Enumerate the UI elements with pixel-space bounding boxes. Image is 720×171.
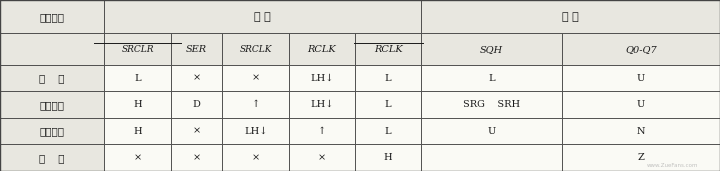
Bar bbox=[104, 144, 171, 171]
Text: LH↓: LH↓ bbox=[244, 127, 267, 136]
Bar bbox=[289, 33, 355, 65]
Text: U: U bbox=[487, 127, 495, 136]
Text: SQH: SQH bbox=[480, 45, 503, 54]
Bar bbox=[171, 91, 222, 118]
Bar bbox=[222, 65, 289, 91]
Text: 输 入: 输 入 bbox=[254, 12, 271, 22]
Bar bbox=[289, 65, 355, 91]
Bar bbox=[355, 65, 421, 91]
Text: H: H bbox=[133, 100, 142, 109]
Bar bbox=[421, 33, 562, 65]
Text: ↑: ↑ bbox=[251, 100, 260, 109]
Text: 工作状态: 工作状态 bbox=[40, 12, 65, 22]
Bar bbox=[222, 91, 289, 118]
Text: SER: SER bbox=[186, 45, 207, 54]
Bar bbox=[222, 33, 289, 65]
Text: L: L bbox=[384, 74, 392, 83]
Text: RCLK: RCLK bbox=[307, 45, 336, 54]
Text: 复    位: 复 位 bbox=[40, 73, 65, 83]
Text: 输 出: 输 出 bbox=[562, 12, 579, 22]
Text: H: H bbox=[133, 127, 142, 136]
Bar bbox=[421, 91, 562, 118]
Bar bbox=[355, 33, 421, 65]
Text: U: U bbox=[636, 74, 645, 83]
Bar bbox=[562, 118, 720, 144]
Bar bbox=[562, 33, 720, 65]
Text: ×: × bbox=[318, 153, 326, 162]
Text: 锁存输出: 锁存输出 bbox=[40, 126, 65, 136]
Text: SRCLK: SRCLK bbox=[239, 45, 272, 54]
Text: L: L bbox=[134, 74, 141, 83]
Text: ×: × bbox=[133, 153, 142, 162]
Text: H: H bbox=[384, 153, 392, 162]
Text: U: U bbox=[636, 100, 645, 109]
Bar bbox=[0, 65, 104, 91]
Bar bbox=[289, 144, 355, 171]
Text: Z: Z bbox=[637, 153, 644, 162]
Text: N: N bbox=[636, 127, 645, 136]
Bar bbox=[104, 65, 171, 91]
Text: 高    阻: 高 阻 bbox=[40, 153, 65, 163]
Bar bbox=[289, 91, 355, 118]
Text: Q0-Q7: Q0-Q7 bbox=[625, 45, 657, 54]
Bar bbox=[562, 144, 720, 171]
Bar bbox=[104, 91, 171, 118]
Bar bbox=[355, 118, 421, 144]
Bar bbox=[0, 0, 104, 33]
Bar bbox=[171, 144, 222, 171]
Bar bbox=[421, 65, 562, 91]
Text: ×: × bbox=[251, 153, 260, 162]
Text: www.ZueFans.com: www.ZueFans.com bbox=[647, 163, 698, 168]
Bar bbox=[222, 118, 289, 144]
Text: L: L bbox=[384, 100, 392, 109]
Bar bbox=[0, 144, 104, 171]
Bar bbox=[171, 65, 222, 91]
Bar bbox=[0, 33, 104, 65]
Text: ×: × bbox=[192, 127, 201, 136]
Bar bbox=[104, 0, 421, 33]
Bar bbox=[171, 118, 222, 144]
Bar bbox=[104, 118, 171, 144]
Bar bbox=[355, 91, 421, 118]
Text: LH↓: LH↓ bbox=[310, 100, 333, 109]
Text: 串行输入: 串行输入 bbox=[40, 100, 65, 110]
Bar bbox=[0, 118, 104, 144]
Bar bbox=[562, 91, 720, 118]
Text: ↑: ↑ bbox=[318, 127, 326, 136]
Text: L: L bbox=[384, 127, 392, 136]
Text: SRCLR: SRCLR bbox=[121, 45, 154, 54]
Text: ×: × bbox=[192, 153, 201, 162]
Bar bbox=[421, 144, 562, 171]
Text: LH↓: LH↓ bbox=[310, 74, 333, 83]
Text: SRG    SRH: SRG SRH bbox=[463, 100, 520, 109]
Bar bbox=[562, 65, 720, 91]
Bar bbox=[171, 33, 222, 65]
Text: L: L bbox=[488, 74, 495, 83]
Text: ×: × bbox=[192, 74, 201, 83]
Bar bbox=[289, 118, 355, 144]
Bar bbox=[222, 144, 289, 171]
Bar bbox=[0, 91, 104, 118]
Text: ×: × bbox=[251, 74, 260, 83]
Bar bbox=[355, 144, 421, 171]
Bar bbox=[104, 33, 171, 65]
Bar bbox=[421, 0, 720, 33]
Text: RCLK: RCLK bbox=[374, 45, 402, 54]
Text: D: D bbox=[193, 100, 200, 109]
Bar bbox=[421, 118, 562, 144]
